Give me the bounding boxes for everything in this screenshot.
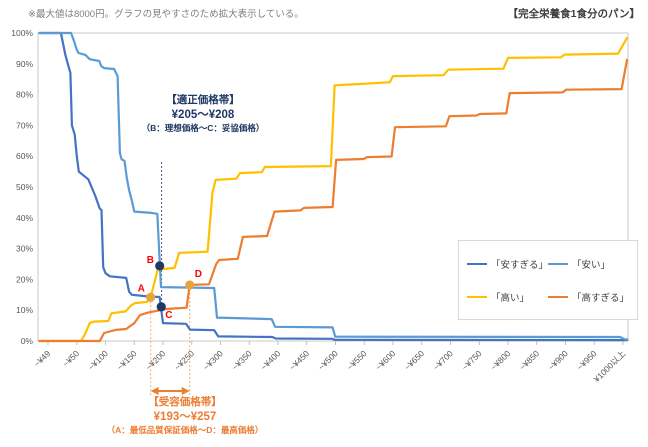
x-axis-tick-label: ~¥49 xyxy=(32,348,53,369)
series-line xyxy=(38,58,629,343)
y-axis-tick-label: 60% xyxy=(16,151,33,161)
legend-line-icon xyxy=(548,295,568,298)
series-line xyxy=(38,36,629,343)
legend-label: 「高い」 xyxy=(491,292,530,304)
marker-label-D: D xyxy=(195,269,202,280)
x-axis-tick-label: ~¥400 xyxy=(258,348,282,372)
x-axis-tick-label: ~¥150 xyxy=(115,348,139,372)
acceptable-price-band-annotation: 【受容価格帯】 ¥193～¥257 （A：最低品質保証価格～D：最高価格） xyxy=(78,396,292,436)
acceptable-price-band-detail: （A：最低品質保証価格～D：最高価格） xyxy=(106,425,264,436)
chart-legend: 「安すぎる」 「安い」 「高い」 「高すぎる」 xyxy=(458,240,638,320)
legend-label: 「安すぎる」 xyxy=(491,259,549,271)
y-axis-tick-label: 50% xyxy=(16,182,33,192)
y-axis-tick-label: 100% xyxy=(11,28,33,38)
x-axis-tick-label: ~¥50 xyxy=(61,348,82,369)
arrow-left-head xyxy=(150,387,159,395)
x-axis-tick-label: ~¥200 xyxy=(143,348,167,372)
y-axis-tick-label: 40% xyxy=(16,213,33,223)
series-line xyxy=(38,31,629,341)
y-axis-tick-label: 70% xyxy=(16,120,33,130)
series-line xyxy=(38,31,629,342)
chart-title: 【完全栄養食1食分のパン】 xyxy=(507,8,640,20)
y-axis-tick-label: 30% xyxy=(16,244,33,254)
legend-item-too-cheap: 「安すぎる」 xyxy=(467,257,548,271)
legend-item-expensive: 「高い」 xyxy=(467,290,548,304)
x-axis-tick-label: ~¥900 xyxy=(546,348,570,372)
x-axis-tick-label: ~¥300 xyxy=(201,348,225,372)
legend-line-icon xyxy=(467,262,487,265)
x-axis-tick-label: ~¥700 xyxy=(431,348,455,372)
y-axis-tick-label: 90% xyxy=(16,59,33,69)
proper-price-band-detail: （B：理想価格～C：妥協価格） xyxy=(141,123,265,134)
marker-dot-C xyxy=(156,302,166,312)
y-axis-tick-label: 80% xyxy=(16,90,33,100)
legend-label: 「高すぎる」 xyxy=(572,292,630,304)
x-axis-tick-label: ~¥850 xyxy=(517,348,541,372)
y-axis-tick-label: 20% xyxy=(16,274,33,284)
acceptable-price-band-range: ¥193～¥257 xyxy=(153,410,217,423)
plot-border xyxy=(37,32,629,342)
legend-item-cheap: 「安い」 xyxy=(548,257,629,271)
y-axis-tick-label: 0% xyxy=(21,336,34,346)
y-axis-tick-label: 10% xyxy=(16,305,33,315)
x-axis-tick-label: ~¥600 xyxy=(373,348,397,372)
chart-note: ※最大値は8000円。グラフの見やすさのため拡大表示している。 xyxy=(28,9,304,20)
marker-dot-B xyxy=(155,261,165,271)
x-axis-tick-label: ~¥950 xyxy=(575,348,599,372)
proper-price-band-annotation: 【適正価格帯】 ¥205～¥208 （B：理想価格～C：妥協価格） xyxy=(118,94,288,134)
legend-line-icon xyxy=(467,295,487,298)
legend-item-too-expensive: 「高すぎる」 xyxy=(548,290,629,304)
x-axis-tick-label: ~¥650 xyxy=(402,348,426,372)
x-axis-tick-label: ~¥800 xyxy=(488,348,512,372)
marker-label-B: B xyxy=(147,255,154,266)
x-axis-tick-label: ~¥450 xyxy=(287,348,311,372)
marker-dot-D xyxy=(185,280,195,290)
marker-dot-A xyxy=(146,292,156,302)
x-axis-tick-label: ~¥500 xyxy=(316,348,340,372)
legend-label: 「安い」 xyxy=(572,259,611,271)
acceptable-price-band-heading: 【受容価格帯】 xyxy=(148,396,222,408)
x-axis-tick-label: ~¥350 xyxy=(230,348,254,372)
marker-label-C: C xyxy=(165,310,172,321)
x-axis-tick-label: ~¥100 xyxy=(86,348,110,372)
x-axis-tick-label: ~¥750 xyxy=(460,348,484,372)
legend-line-icon xyxy=(548,262,568,265)
arrow-right-head xyxy=(181,387,190,395)
x-axis-tick-label: ~¥250 xyxy=(172,348,196,372)
proper-price-band-heading: 【適正価格帯】 xyxy=(166,94,240,106)
x-axis-tick-label: ~¥550 xyxy=(345,348,369,372)
proper-price-band-range: ¥205～¥208 xyxy=(171,108,235,121)
marker-label-A: A xyxy=(138,283,145,294)
